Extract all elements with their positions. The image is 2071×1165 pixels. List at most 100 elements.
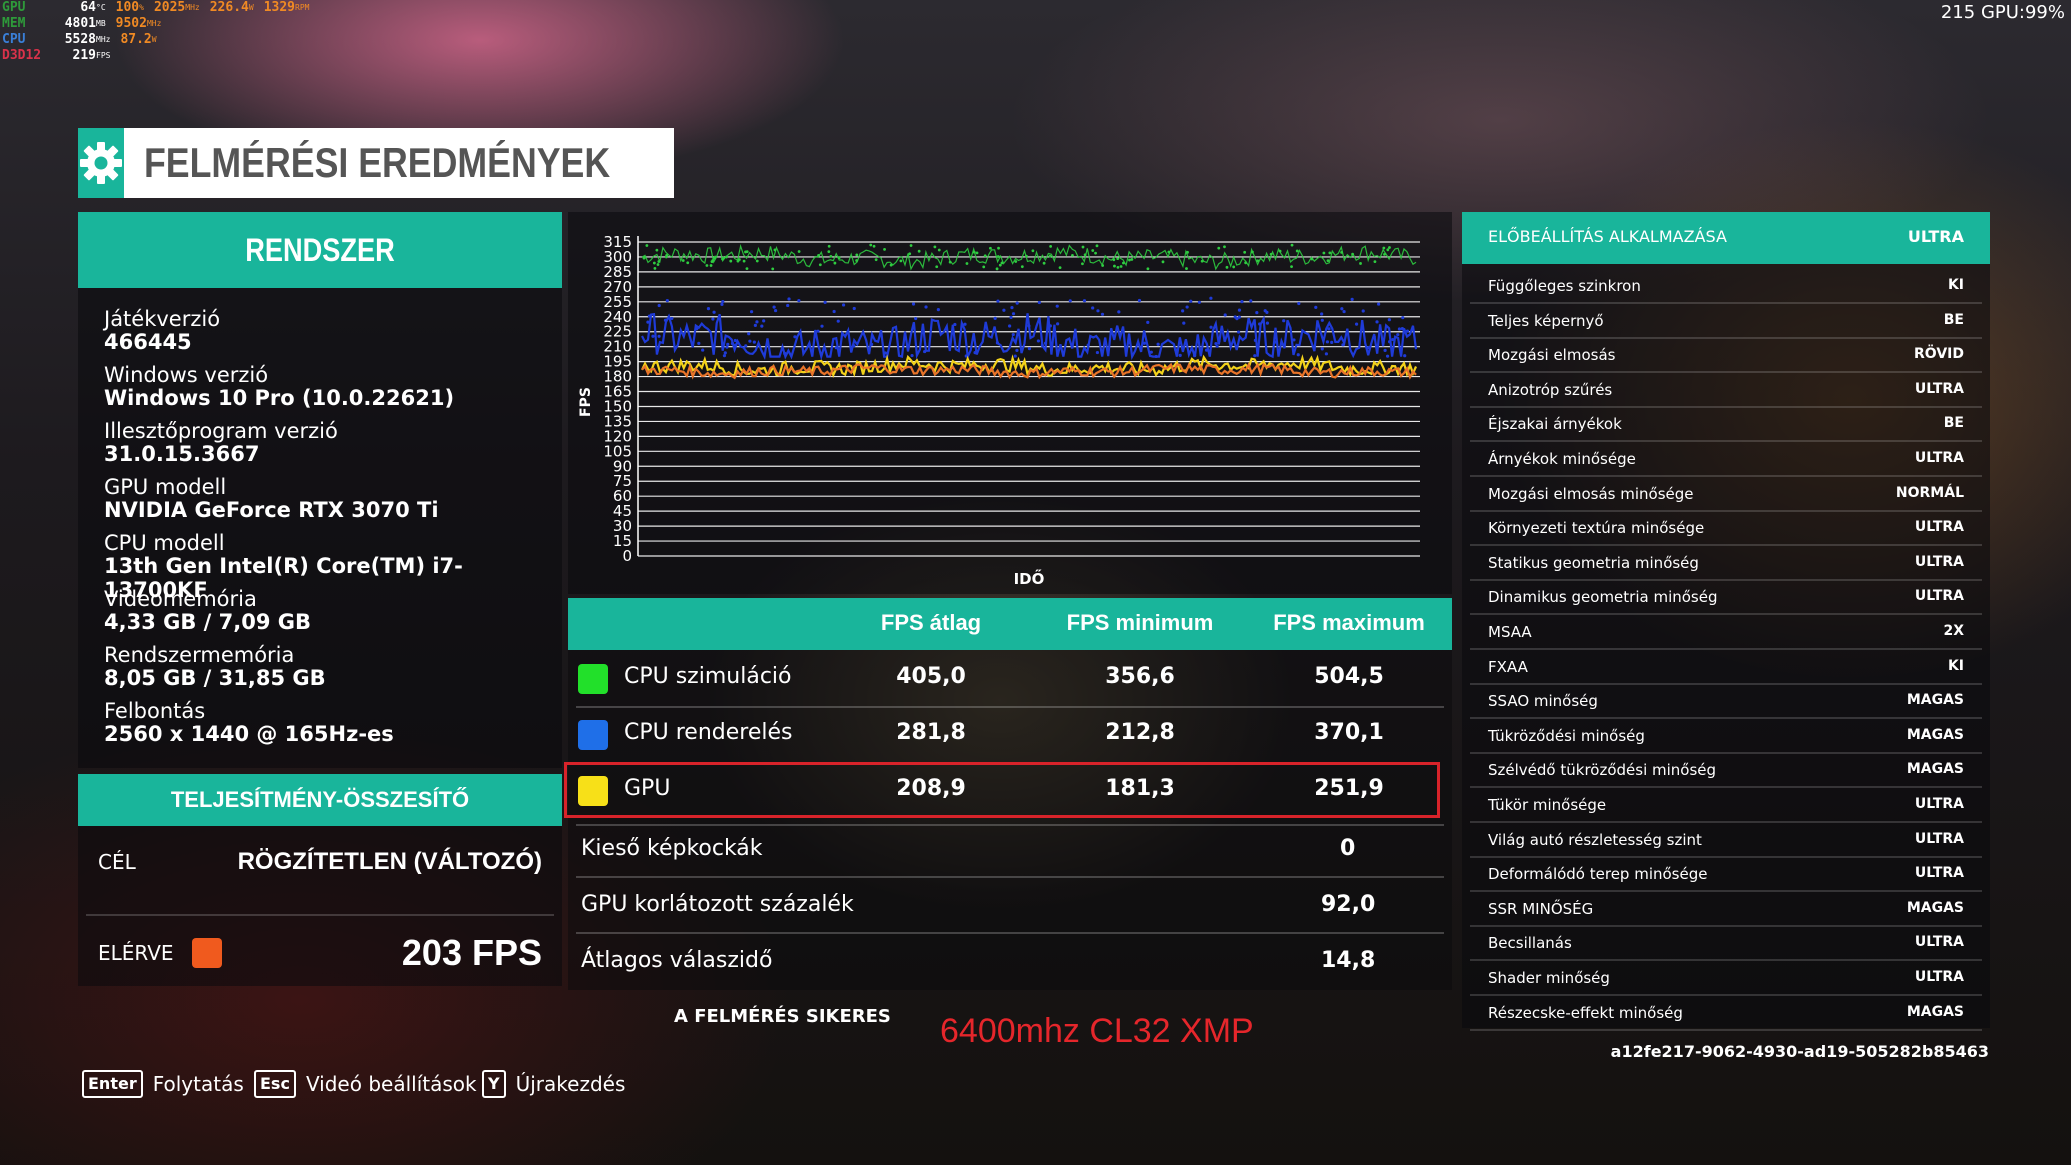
enter-key-icon: Enter bbox=[82, 1070, 143, 1098]
series-point bbox=[1388, 246, 1391, 249]
series-point bbox=[1265, 321, 1270, 325]
series-point bbox=[1328, 251, 1332, 255]
series-point bbox=[1167, 250, 1171, 254]
info-label: Videomemória bbox=[104, 587, 257, 611]
info-label: Játékverzió bbox=[104, 307, 221, 331]
series-point bbox=[1142, 341, 1147, 345]
series-point bbox=[745, 267, 749, 271]
setting-row: Részecske-effekt minőség MAGAS bbox=[1470, 995, 1982, 1031]
series-point bbox=[748, 339, 752, 343]
setting-value: ULTRA bbox=[1914, 519, 1964, 536]
series-point bbox=[1278, 249, 1282, 253]
series-point bbox=[1326, 259, 1330, 263]
achieved-label: ELÉRVE bbox=[98, 941, 174, 965]
series-point bbox=[1237, 308, 1242, 312]
setting-label: Deformálódó terep minősége bbox=[1488, 865, 1708, 884]
setting-value: ULTRA bbox=[1914, 969, 1964, 985]
series-point bbox=[1310, 257, 1314, 261]
series-point bbox=[1350, 297, 1354, 301]
fps-min: 356,6 bbox=[1105, 664, 1175, 689]
series-point bbox=[713, 255, 717, 259]
series-point bbox=[1015, 301, 1019, 305]
achieved-value: 203 FPS bbox=[401, 932, 542, 973]
fps-avg: 208,9 bbox=[896, 776, 966, 801]
series-point bbox=[820, 324, 824, 328]
series-point bbox=[1249, 299, 1253, 303]
series-point bbox=[1137, 298, 1142, 303]
series-point bbox=[656, 263, 660, 266]
series-point bbox=[1189, 299, 1193, 303]
series-point bbox=[786, 303, 790, 308]
setting-value: ULTRA bbox=[1914, 934, 1964, 951]
fps-min: 181,3 bbox=[1105, 776, 1175, 801]
system-info-panel: Játékverzió 466445 Windows verzió Windows … bbox=[78, 288, 562, 768]
series-point bbox=[1341, 343, 1345, 347]
series-point bbox=[1225, 265, 1229, 269]
series-point bbox=[1223, 245, 1226, 249]
setting-label: Teljes képernyő bbox=[1488, 311, 1604, 330]
info-label: Felbontás bbox=[104, 699, 206, 723]
series-point bbox=[760, 324, 764, 328]
series-point bbox=[883, 247, 886, 251]
series-point bbox=[972, 250, 976, 254]
continue-button[interactable]: Enter Folytatás bbox=[82, 1070, 244, 1098]
series-point bbox=[1055, 304, 1059, 308]
series-point bbox=[833, 261, 837, 265]
series-point bbox=[818, 263, 822, 267]
y-tick-label: 300 bbox=[603, 248, 632, 266]
series-point bbox=[998, 263, 1002, 267]
series-point bbox=[1253, 338, 1257, 342]
overlay-key: CPU bbox=[2, 32, 26, 47]
series-point bbox=[722, 354, 727, 358]
series-line bbox=[641, 362, 1417, 380]
series-point bbox=[933, 245, 937, 249]
series-point bbox=[736, 259, 740, 263]
series-point bbox=[1387, 318, 1391, 322]
setting-label: MSAA bbox=[1488, 623, 1532, 641]
series-point bbox=[665, 254, 669, 257]
series-point bbox=[973, 351, 977, 355]
series-point bbox=[1209, 325, 1213, 329]
benchmark-id: a12fe217-9062-4930-ad19-505282b85463 bbox=[1610, 1042, 1989, 1061]
series-point bbox=[995, 267, 999, 271]
setting-row: Dinamikus geometria minőség ULTRA bbox=[1470, 579, 1982, 616]
y-tick-label: 225 bbox=[603, 323, 632, 341]
achieved-row: ELÉRVE 203 FPS bbox=[98, 932, 542, 974]
series-point bbox=[924, 305, 928, 309]
setting-label: Shader minőség bbox=[1488, 969, 1610, 987]
info-value: Windows 10 Pro (10.0.22621) bbox=[104, 386, 455, 410]
series-point bbox=[783, 351, 787, 356]
setting-label: Anizotróp szűrés bbox=[1488, 380, 1613, 399]
gear-icon-box bbox=[78, 128, 124, 198]
series-point bbox=[827, 250, 831, 254]
series-point bbox=[899, 259, 903, 263]
table-row: CPU szimuláció 405,0 356,6 504,5 bbox=[568, 650, 1452, 706]
series-point bbox=[712, 310, 716, 314]
series-point bbox=[1297, 301, 1301, 306]
series-point bbox=[730, 341, 735, 346]
divider bbox=[576, 876, 1444, 878]
series-point bbox=[1383, 252, 1386, 256]
success-message: A FELMÉRÉS SIKERES bbox=[674, 1006, 891, 1027]
video-settings-button[interactable]: Esc Videó beállítások bbox=[254, 1070, 477, 1098]
row-name: GPU bbox=[624, 776, 671, 801]
series-point bbox=[1232, 265, 1236, 269]
row-name: CPU szimuláció bbox=[624, 664, 792, 689]
series-point bbox=[1146, 320, 1150, 325]
system-info-item: Játékverzió 466445 bbox=[104, 308, 220, 354]
series-point bbox=[1127, 340, 1131, 345]
series-point bbox=[1058, 266, 1062, 270]
series-point bbox=[647, 314, 652, 318]
series-point bbox=[1243, 250, 1247, 254]
overlay-row-mem: MEM 4801 MB 9502 MHz bbox=[2, 16, 313, 32]
series-point bbox=[837, 256, 841, 259]
setting-label: Világ autó részletesség szint bbox=[1488, 830, 1702, 849]
page-title: FELMÉRÉSI EREDMÉNYEK bbox=[144, 139, 611, 186]
restart-button[interactable]: Y Újrakezdés bbox=[482, 1070, 625, 1098]
series-point bbox=[836, 319, 840, 323]
series-point bbox=[709, 264, 713, 267]
stat-value: 14,8 bbox=[1321, 948, 1376, 973]
series-point bbox=[1354, 322, 1359, 326]
series-point bbox=[773, 248, 777, 252]
series-point bbox=[814, 334, 818, 338]
